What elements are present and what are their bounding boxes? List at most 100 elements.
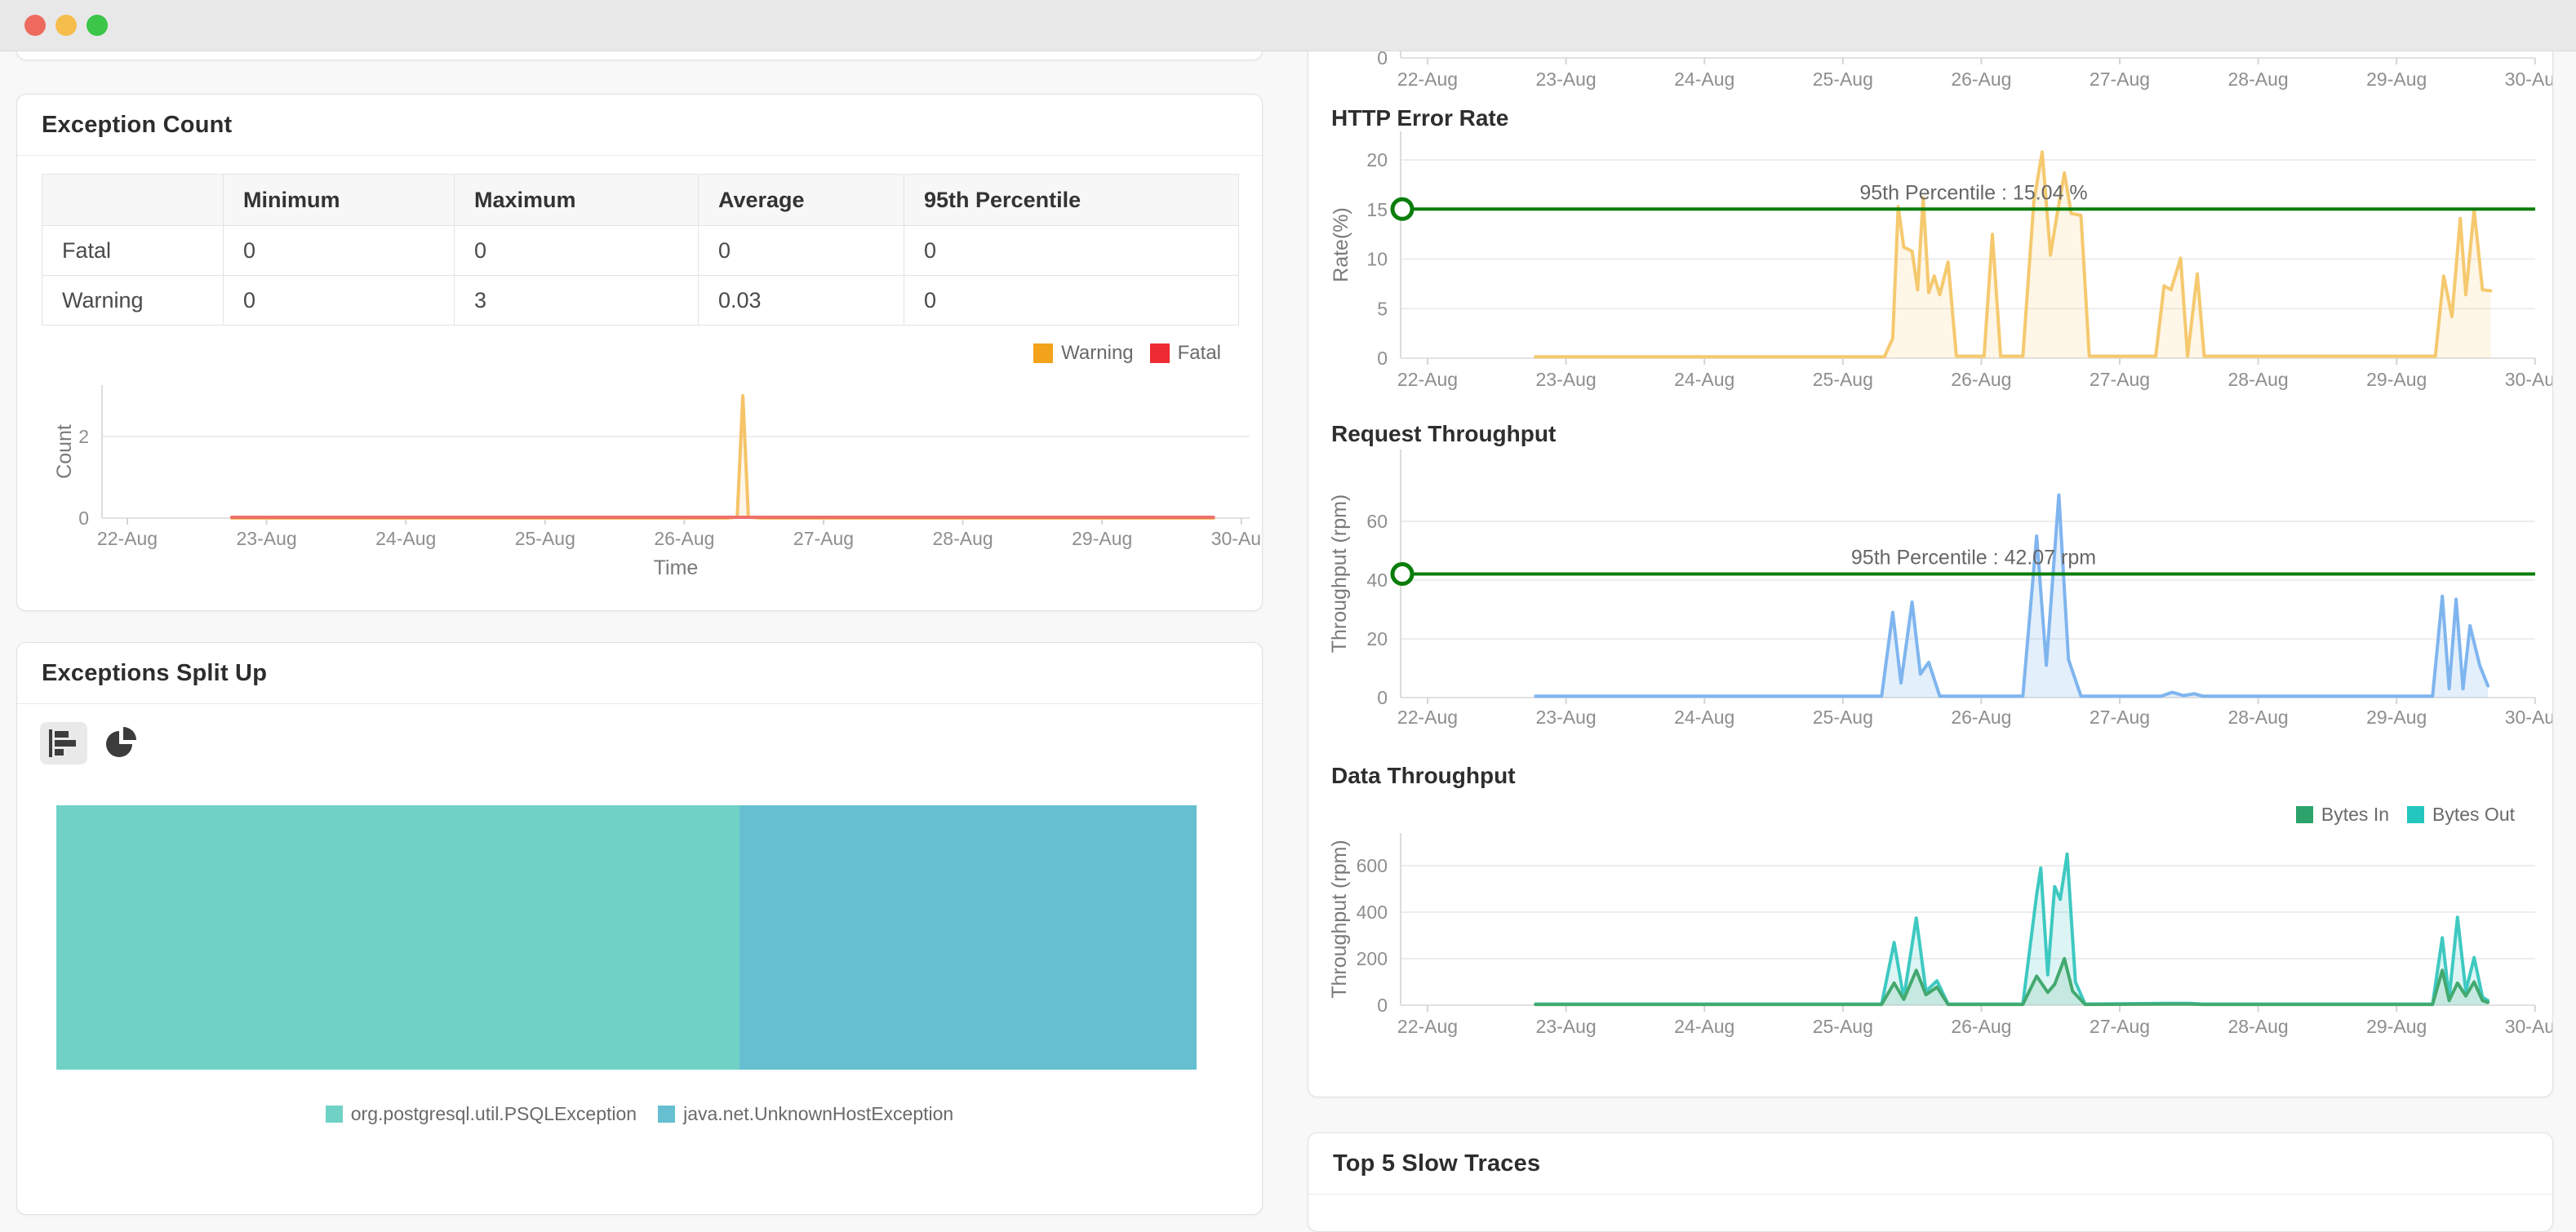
svg-text:30-Aug: 30-Aug — [2505, 69, 2552, 90]
row-label: Fatal — [42, 225, 224, 276]
svg-text:60: 60 — [1366, 511, 1388, 532]
svg-text:2: 2 — [78, 426, 89, 447]
data-throughput-chart: 22-Aug 23-Aug 24-Aug 25-Aug 26-Aug 27-Aug 28-A… — [1328, 833, 2552, 1037]
legend-item-psqlexception[interactable]: org.postgresql.util.PSQLException — [325, 1103, 637, 1125]
svg-text:26-Aug: 26-Aug — [654, 528, 714, 549]
cell: 0 — [904, 275, 1239, 326]
svg-text:26-Aug: 26-Aug — [1951, 369, 2011, 390]
svg-text:28-Aug: 28-Aug — [2228, 707, 2289, 728]
data-throughput-title: Data Throughput — [1331, 763, 1516, 788]
legend-item-bytes-out[interactable]: Bytes Out — [2407, 804, 2515, 826]
svg-text:28-Aug: 28-Aug — [2228, 69, 2289, 90]
exception-chart-legend: Warning Fatal — [1033, 342, 1221, 365]
exception-count-chart: 22-Aug 23-Aug 24-Aug 25-Aug 26-Aug 27-Aug 28-A… — [53, 385, 1262, 579]
exception-count-title: Exception Count — [42, 111, 233, 138]
svg-text:26-Aug: 26-Aug — [1951, 707, 2011, 728]
exceptions-split-legend: org.postgresql.util.PSQLException java.n… — [17, 1103, 1262, 1125]
svg-text:24-Aug: 24-Aug — [1674, 369, 1734, 390]
panel-title: Exception Count — [17, 95, 1262, 156]
legend-item-unknownhost[interactable]: java.net.UnknownHostException — [658, 1103, 953, 1125]
svg-text:23-Aug: 23-Aug — [1536, 707, 1597, 728]
svg-text:26-Aug: 26-Aug — [1951, 69, 2011, 90]
table-row: Warning 0 3 0.03 0 — [42, 275, 1239, 326]
panel-title: Top 5 Slow Traces — [1308, 1133, 2552, 1194]
legend-item-bytes-in[interactable]: Bytes In — [2295, 804, 2390, 826]
cell: 0 — [223, 275, 455, 326]
svg-text:23-Aug: 23-Aug — [1536, 369, 1597, 390]
svg-text:Count: Count — [53, 424, 76, 479]
traffic-light-minimize-button[interactable] — [56, 15, 77, 36]
http-error-rate-chart: 22-Aug 23-Aug 24-Aug 25-Aug 26-Aug 27-Aug 28-A… — [1330, 131, 2552, 390]
cell: 3 — [454, 275, 699, 326]
svg-text:29-Aug: 29-Aug — [2366, 69, 2427, 90]
legend-label: Fatal — [1177, 342, 1221, 364]
legend-label: Bytes Out — [2432, 804, 2515, 825]
svg-text:600: 600 — [1357, 855, 1388, 876]
legend-label: Warning — [1061, 342, 1134, 364]
bar-chart-view-button[interactable] — [40, 722, 87, 764]
svg-text:25-Aug: 25-Aug — [1813, 1016, 1873, 1037]
svg-text:95th Percentile : 15.04 %: 95th Percentile : 15.04 % — [1859, 181, 2087, 204]
legend-label: Bytes In — [2321, 804, 2390, 825]
svg-text:Throughput (rpm): Throughput (rpm) — [1328, 494, 1351, 654]
top-slow-traces-title: Top 5 Slow Traces — [1333, 1150, 1541, 1177]
fatal-legend-swatch — [1149, 343, 1170, 363]
svg-text:22-Aug: 22-Aug — [1397, 369, 1458, 390]
cell: 0 — [454, 225, 699, 276]
svg-text:22-Aug: 22-Aug — [1397, 1016, 1458, 1037]
svg-text:10: 10 — [1366, 249, 1388, 270]
column-header: Maximum — [454, 174, 699, 226]
svg-text:95th Percentile : 42.07 rpm: 95th Percentile : 42.07 rpm — [1851, 547, 2096, 569]
svg-text:0: 0 — [1377, 687, 1388, 708]
svg-text:27-Aug: 27-Aug — [2090, 69, 2150, 90]
svg-text:29-Aug: 29-Aug — [2366, 707, 2427, 728]
cell: 0 — [223, 225, 455, 276]
exceptions-split-title: Exceptions Split Up — [42, 659, 268, 686]
request-throughput-chart: 22-Aug 23-Aug 24-Aug 25-Aug 26-Aug 27-Aug 28-A… — [1328, 450, 2552, 728]
svg-text:30-Aug: 30-Aug — [1211, 528, 1262, 549]
pie-chart-view-button[interactable] — [97, 722, 144, 764]
svg-text:20: 20 — [1366, 628, 1388, 649]
traffic-light-zoom-button[interactable] — [87, 15, 108, 36]
svg-text:29-Aug: 29-Aug — [2366, 1016, 2427, 1037]
svg-text:28-Aug: 28-Aug — [2228, 369, 2289, 390]
svg-text:0: 0 — [1377, 995, 1388, 1016]
unknownhost-legend-swatch — [658, 1106, 676, 1123]
svg-text:Time: Time — [654, 556, 699, 579]
svg-text:27-Aug: 27-Aug — [2090, 707, 2150, 728]
svg-text:28-Aug: 28-Aug — [933, 528, 993, 549]
svg-text:25-Aug: 25-Aug — [1813, 369, 1873, 390]
svg-text:24-Aug: 24-Aug — [1674, 69, 1734, 90]
svg-text:25-Aug: 25-Aug — [1813, 69, 1873, 90]
svg-text:24-Aug: 24-Aug — [1674, 707, 1734, 728]
column-header: Minimum — [223, 174, 455, 226]
bar-segment-unknownhost[interactable] — [739, 805, 1197, 1070]
svg-text:30-Aug: 30-Aug — [2505, 707, 2552, 728]
pie-chart-icon — [106, 727, 136, 757]
bar-segment-psqlexception[interactable] — [56, 805, 739, 1070]
svg-text:23-Aug: 23-Aug — [1536, 1016, 1597, 1037]
svg-text:27-Aug: 27-Aug — [2090, 1016, 2150, 1037]
exception-count-panel: Exception Count Minimum Maximum Average … — [16, 94, 1263, 611]
cell: 0.03 — [698, 275, 904, 326]
svg-text:29-Aug: 29-Aug — [2366, 369, 2427, 390]
exceptions-split-panel: Exceptions Split Up org.postgresql.util.… — [16, 642, 1263, 1215]
svg-text:20: 20 — [1366, 149, 1388, 171]
svg-text:25-Aug: 25-Aug — [1813, 707, 1873, 728]
legend-item-fatal[interactable]: Fatal — [1149, 342, 1221, 365]
warning-legend-swatch — [1033, 343, 1054, 363]
svg-text:22-Aug: 22-Aug — [97, 528, 158, 549]
svg-text:400: 400 — [1357, 902, 1388, 923]
svg-text:0: 0 — [78, 507, 89, 529]
legend-label: org.postgresql.util.PSQLException — [350, 1103, 637, 1124]
traffic-light-close-button[interactable] — [24, 15, 46, 36]
column-header: Average — [698, 174, 904, 226]
http-error-rate-title: HTTP Error Rate — [1331, 105, 1509, 131]
cell: 0 — [698, 225, 904, 276]
bar-chart-icon — [49, 729, 76, 757]
psql-legend-swatch — [325, 1106, 343, 1123]
legend-item-warning[interactable]: Warning — [1033, 342, 1134, 365]
svg-text:40: 40 — [1366, 569, 1388, 591]
svg-text:29-Aug: 29-Aug — [1072, 528, 1132, 549]
svg-text:27-Aug: 27-Aug — [793, 528, 854, 549]
